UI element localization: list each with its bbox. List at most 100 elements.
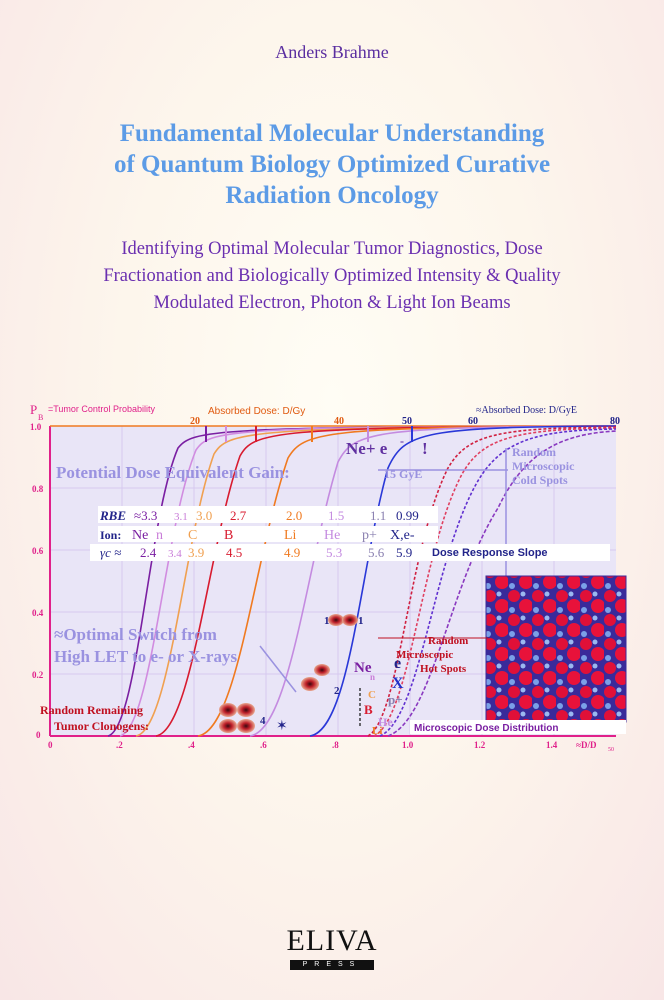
subtitle-line: Identifying Optimal Molecular Tumor Diag… xyxy=(121,239,543,259)
x-axis-sub: 50 xyxy=(608,747,614,753)
title-line: Fundamental Molecular Understanding xyxy=(119,120,545,147)
y-tick: 0 xyxy=(36,730,41,740)
gamma-label: γc ≈ xyxy=(100,545,121,560)
cell-number: 1 xyxy=(358,615,364,627)
switch-line-2: High LET to e- or X-rays xyxy=(54,647,237,666)
x-tick: 1.4 xyxy=(546,740,558,750)
dose-response-curves xyxy=(107,425,617,737)
curve-label: Ne xyxy=(354,660,372,676)
cell-icon xyxy=(301,677,319,691)
cell-icon xyxy=(219,703,237,717)
star-icon: ✶ xyxy=(276,718,288,734)
rbe-value: 2.0 xyxy=(286,508,302,523)
curve-label: n xyxy=(370,672,375,682)
y-tick: 0.8 xyxy=(32,484,44,494)
publisher-brand: ELIVA xyxy=(286,924,378,957)
rbe-value: 1.1 xyxy=(370,508,386,523)
curve-label: He xyxy=(378,715,393,729)
cold-spots-line: Microscopic xyxy=(512,459,575,473)
rbe-value: 3.0 xyxy=(196,508,212,523)
y-tick: 0.6 xyxy=(32,546,44,556)
subtitle-line: Fractionation and Biologically Optimized… xyxy=(103,266,561,286)
ion-value: p+ xyxy=(362,528,377,543)
top-tick: 20 xyxy=(190,416,200,427)
ion-value: Li xyxy=(284,528,297,543)
top-tick: 80 xyxy=(610,416,620,427)
curve-label: B xyxy=(364,702,373,717)
hot-spots-line: Microscopic xyxy=(396,649,453,661)
rbe-label: RBE xyxy=(99,508,126,523)
gamma-value: 2.4 xyxy=(140,545,157,560)
book-subtitle: Identifying Optimal Molecular Tumor Diag… xyxy=(30,236,634,317)
switch-arrow xyxy=(259,645,297,693)
top-axis-label: Absorbed Dose: D/Gy xyxy=(208,406,305,417)
cell-number: 4 xyxy=(260,715,266,727)
gamma-row-bg xyxy=(90,544,610,561)
x-tick: 1.0 xyxy=(402,740,414,750)
x-tick: .2 xyxy=(116,740,123,750)
clonogens-line-1: Random Remaining xyxy=(40,703,143,717)
gain-label: Potential Dose Equivalent Gain: xyxy=(56,463,290,482)
cell-icon xyxy=(237,703,255,717)
cell-icon xyxy=(237,719,255,733)
cover-illustration: P B =Tumor Control Probability Absorbed … xyxy=(30,402,627,753)
curve-label: C xyxy=(368,689,376,701)
ne-electron-label: Ne+ e xyxy=(346,439,388,458)
cell-number: 1 xyxy=(324,615,330,627)
rbe-value: 3.1 xyxy=(174,511,188,523)
rbe-value: 2.7 xyxy=(230,508,247,523)
gamma-value: 3.9 xyxy=(188,545,204,560)
cell-icons xyxy=(219,614,358,733)
y-tick: 0.2 xyxy=(32,670,44,680)
book-title: Fundamental Molecular Understanding of Q… xyxy=(40,118,624,211)
x-tick: .6 xyxy=(260,740,267,750)
pb-description: =Tumor Control Probability xyxy=(48,404,155,414)
top-tick: 40 xyxy=(334,416,344,427)
ion-value: C xyxy=(188,528,197,543)
top-tick: 60 xyxy=(468,416,478,427)
rbe-value: ≈3.3 xyxy=(134,508,157,523)
microscopic-dose-texture xyxy=(485,575,627,723)
pb-label: P xyxy=(30,402,37,417)
rbe-row-bg xyxy=(98,506,438,523)
x-tick: 1.2 xyxy=(474,740,486,750)
cell-icon xyxy=(328,614,344,626)
gamma-value: 4.9 xyxy=(284,545,300,560)
cold-spots-line: Random xyxy=(512,445,556,459)
cold-spots-line: Cold Spots xyxy=(512,473,568,487)
cell-number: 2 xyxy=(334,685,340,697)
ne-electron-excl: ! xyxy=(422,439,428,458)
x-tick: 0 xyxy=(48,740,53,750)
slope-label: Dose Response Slope xyxy=(432,547,548,559)
author-name: Anders Brahme xyxy=(275,42,389,62)
curve-label: X xyxy=(392,675,404,692)
micro-dist-bg xyxy=(410,720,626,734)
clonogens-line-2: Tumor Clonogens: xyxy=(54,719,149,733)
title-line: of Quantum Biology Optimized Curative xyxy=(113,151,551,178)
ne-electron-sup: - xyxy=(400,434,404,448)
cell-icon xyxy=(314,664,330,676)
publisher-press: PRESS xyxy=(290,960,374,970)
gamma-value: 5.9 xyxy=(396,545,412,560)
ion-value: n xyxy=(156,528,163,543)
cell-icon xyxy=(219,719,237,733)
x-axis-label: ≈D/D xyxy=(576,740,597,750)
top-tick: 50 xyxy=(402,416,412,427)
ion-label: Ion: xyxy=(100,528,121,542)
ion-value: Ne xyxy=(132,528,148,543)
y-tick: 0.4 xyxy=(32,608,44,618)
ion-value: X,e- xyxy=(390,528,415,543)
gain-value: 15 GyE xyxy=(384,467,422,481)
cell-icon xyxy=(342,614,358,626)
ion-row-bg xyxy=(98,526,438,542)
subtitle-line: Modulated Electron, Photon & Light Ion B… xyxy=(153,293,511,313)
gamma-value: 5.3 xyxy=(326,545,342,560)
gamma-value: 5.6 xyxy=(368,545,385,560)
title-line: Radiation Oncology xyxy=(225,182,439,209)
rbe-value: 0.99 xyxy=(396,508,419,523)
curve-label: Li xyxy=(372,725,382,737)
gamma-value: 4.5 xyxy=(226,545,242,560)
curve-label: e xyxy=(394,655,401,672)
pb-sub: B xyxy=(38,413,43,422)
